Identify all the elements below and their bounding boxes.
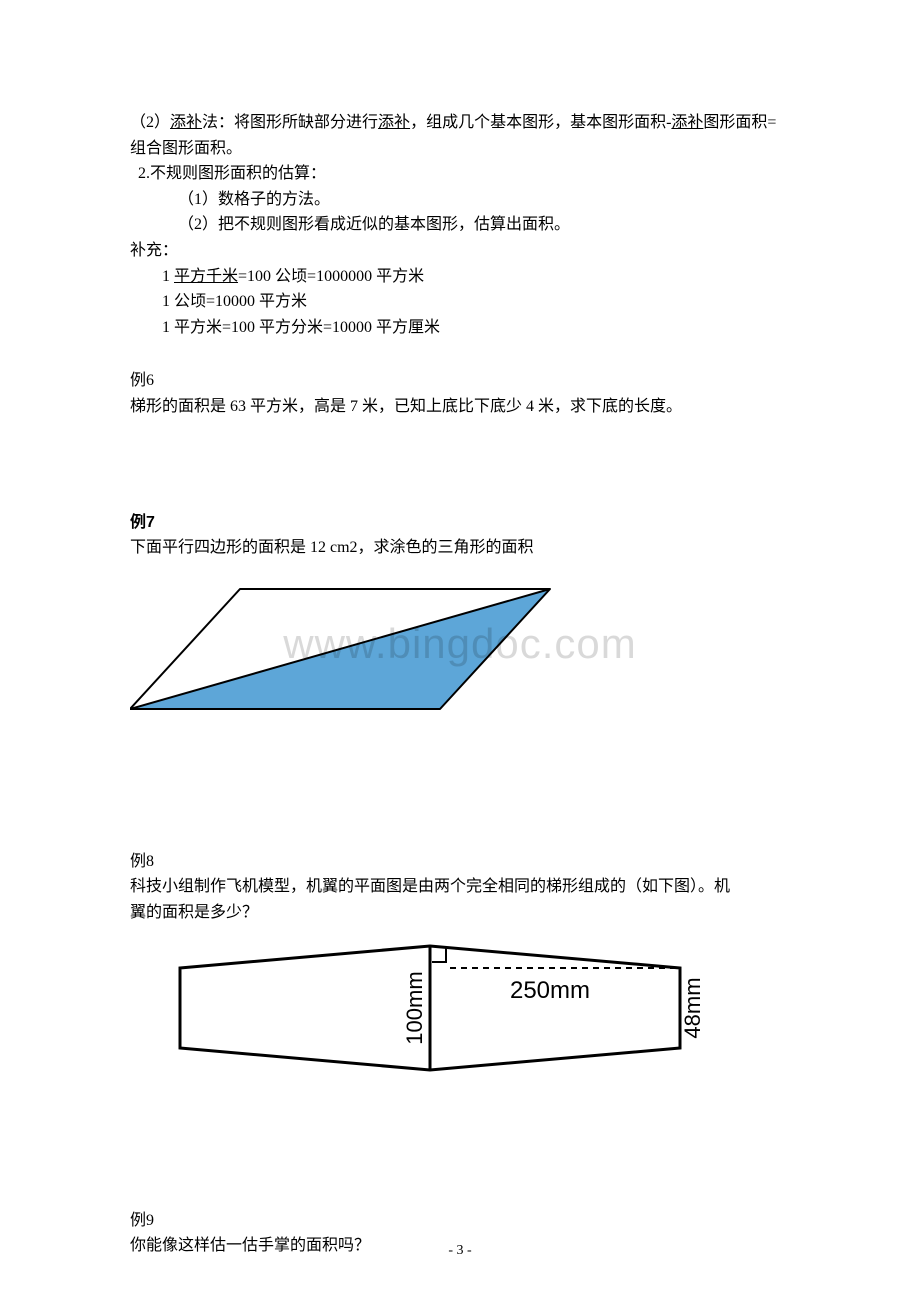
para-unit1: 1 平方千米=100 公顷=1000000 平方米 xyxy=(130,264,790,290)
example-8: 例8 科技小组制作飞机模型，机翼的平面图是由两个完全相同的梯形组成的（如下图）。… xyxy=(130,849,790,926)
p1-u2: 添补 xyxy=(378,114,410,131)
ex7-text: 下面平行四边形的面积是 12 cm2，求涂色的三角形的面积 xyxy=(130,535,739,561)
p6a: 1 xyxy=(162,268,174,285)
svg-text:48mm: 48mm xyxy=(680,977,705,1038)
p1-prefix: （2） xyxy=(130,114,170,131)
ex6-label: 例6 xyxy=(130,368,178,394)
p6b: =100 公顷=1000000 平方米 xyxy=(238,268,424,285)
ex9-label: 例9 xyxy=(130,1208,178,1234)
p1-mid1: 法：将图形所缺部分进行 xyxy=(202,114,378,131)
para-unit2: 1 公顷=10000 平方米 xyxy=(130,289,790,315)
svg-text:100mm: 100mm xyxy=(402,971,427,1044)
ex9-text: 你能像这样估一估手掌的面积吗？ xyxy=(130,1233,739,1259)
para-supplement: 补充： xyxy=(130,238,790,264)
ex8-figure: 100mm 250mm 48mm xyxy=(150,938,790,1078)
ex7-label: 例7 xyxy=(130,510,178,536)
ex8-label: 例8 xyxy=(130,849,178,875)
wing-diagram: 100mm 250mm 48mm xyxy=(150,938,710,1078)
p1-u1: 添补 xyxy=(170,114,202,131)
page-content: （2）添补法：将图形所缺部分进行添补，组成几个基本图形，基本图形面积-添补图形面… xyxy=(0,0,920,1299)
para-method1: （1）数格子的方法。 xyxy=(130,187,790,213)
ex8-text: 科技小组制作飞机模型，机翼的平面图是由两个完全相同的梯形组成的（如下图）。机翼的… xyxy=(130,874,739,925)
example-7: 例7 下面平行四边形的面积是 12 cm2，求涂色的三角形的面积 xyxy=(130,510,790,561)
example-6: 例6 梯形的面积是 63 平方米，高是 7 米，已知上底比下底少 4 米，求下底… xyxy=(130,368,790,419)
para-unit3: 1 平方米=100 平方分米=10000 平方厘米 xyxy=(130,315,790,341)
ex6-text: 梯形的面积是 63 平方米，高是 7 米，已知上底比下底少 4 米，求下底的长度… xyxy=(130,394,739,420)
p6u: 平方千米 xyxy=(174,268,238,285)
para-method2: （2）把不规则图形看成近似的基本图形，估算出面积。 xyxy=(130,212,790,238)
p1-u3: 添补 xyxy=(671,114,703,131)
p1-mid2: ，组成几个基本图形，基本图形面积- xyxy=(410,114,671,131)
svg-text:250mm: 250mm xyxy=(510,977,590,1004)
para-irregular: 2.不规则图形面积的估算： xyxy=(130,161,790,187)
para-addition-method: （2）添补法：将图形所缺部分进行添补，组成几个基本图形，基本图形面积-添补图形面… xyxy=(130,110,790,161)
page-number: - 3 - xyxy=(448,1240,471,1262)
ex7-figure xyxy=(130,579,790,719)
parallelogram-diagram xyxy=(130,579,560,719)
